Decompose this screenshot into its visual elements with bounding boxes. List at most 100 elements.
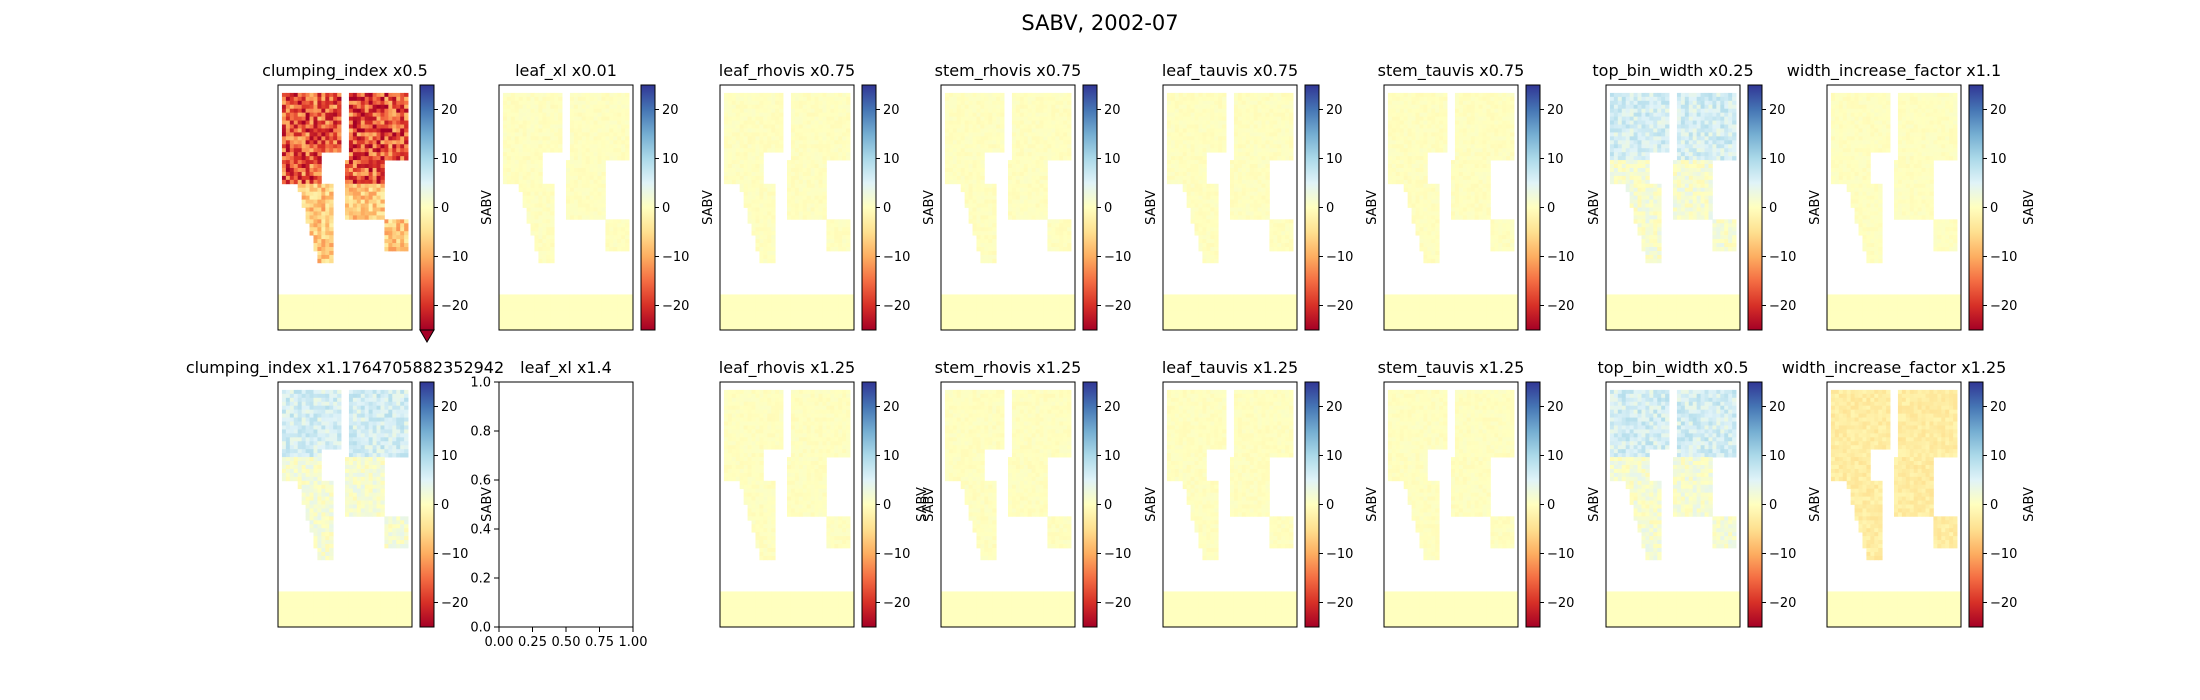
heatmap-cell bbox=[522, 136, 527, 141]
heatmap-cell bbox=[360, 191, 366, 197]
heatmap-cell bbox=[329, 112, 334, 118]
heatmap-cell bbox=[309, 148, 314, 153]
heatmap-cell bbox=[826, 294, 831, 299]
heatmap-cell bbox=[1178, 108, 1184, 114]
heatmap-cell bbox=[609, 108, 614, 114]
heatmap-cell bbox=[352, 191, 358, 197]
heatmap-cell bbox=[502, 171, 508, 177]
heatmap-cell bbox=[518, 116, 524, 121]
heatmap-cell bbox=[364, 179, 370, 185]
heatmap-cell bbox=[352, 120, 358, 125]
heatmap-cell bbox=[1035, 100, 1040, 106]
heatmap-cell bbox=[360, 302, 366, 307]
heatmap-cell bbox=[759, 239, 764, 244]
heatmap-cell bbox=[1265, 104, 1270, 110]
heatmap-cell bbox=[317, 144, 322, 149]
heatmap-cell bbox=[1218, 104, 1223, 110]
heatmap-cell bbox=[842, 326, 847, 331]
heatmap-cell bbox=[372, 183, 377, 189]
heatmap-cell bbox=[550, 310, 555, 315]
heatmap-cell bbox=[1035, 326, 1040, 331]
heatmap-cell bbox=[751, 231, 756, 236]
heatmap-cell bbox=[972, 179, 977, 185]
heatmap-cell bbox=[1055, 298, 1060, 303]
heatmap-cell bbox=[514, 120, 520, 125]
heatmap-cell bbox=[1035, 302, 1040, 307]
heatmap-cell bbox=[1035, 298, 1040, 303]
heatmap-cell bbox=[538, 108, 543, 114]
heatmap-cell bbox=[1285, 108, 1290, 114]
heatmap-cell bbox=[285, 179, 291, 185]
heatmap-cell bbox=[976, 136, 981, 141]
heatmap-cell bbox=[1008, 195, 1013, 200]
heatmap-cell bbox=[964, 152, 969, 157]
heatmap-cell bbox=[747, 298, 752, 303]
heatmap-cell bbox=[534, 310, 539, 315]
heatmap-cell bbox=[396, 104, 401, 110]
heatmap-cell bbox=[822, 310, 827, 315]
heatmap-cell bbox=[1031, 100, 1036, 106]
heatmap-cell bbox=[846, 243, 851, 248]
heatmap-cell bbox=[617, 148, 622, 153]
heatmap-cell bbox=[787, 183, 792, 189]
heatmap-cell bbox=[400, 235, 405, 240]
heatmap-cell bbox=[759, 326, 764, 331]
heatmap-cell bbox=[297, 318, 303, 323]
heatmap-cell bbox=[609, 140, 614, 145]
heatmap-cell bbox=[1059, 294, 1064, 299]
heatmap-cell bbox=[838, 124, 843, 129]
heatmap-cell bbox=[305, 203, 310, 208]
heatmap-cell bbox=[1015, 171, 1021, 177]
heatmap-cell bbox=[558, 294, 563, 299]
colorbar-tick-label: −20 bbox=[662, 299, 689, 314]
heatmap-cell bbox=[747, 310, 752, 315]
heatmap-cell bbox=[976, 116, 981, 121]
heatmap-cell bbox=[356, 318, 362, 323]
heatmap-cell bbox=[514, 302, 520, 307]
heatmap-cell bbox=[388, 120, 393, 125]
heatmap-cell bbox=[585, 136, 591, 141]
heatmap-cell bbox=[396, 219, 401, 224]
heatmap-cell bbox=[566, 199, 571, 204]
heatmap-cell bbox=[538, 160, 543, 165]
heatmap-cell bbox=[400, 322, 405, 327]
heatmap-cell bbox=[830, 235, 835, 240]
heatmap-cell bbox=[1008, 211, 1013, 216]
heatmap-cell bbox=[972, 318, 977, 323]
heatmap-cell bbox=[566, 175, 571, 181]
heatmap-cell bbox=[996, 314, 1001, 319]
heatmap-cell bbox=[1000, 326, 1005, 331]
heatmap-cell bbox=[388, 326, 393, 331]
heatmap-cell bbox=[846, 112, 851, 118]
heatmap-cell bbox=[546, 231, 551, 236]
heatmap-cell bbox=[818, 211, 823, 216]
heatmap-cell bbox=[1011, 140, 1017, 145]
heatmap-cell bbox=[356, 171, 362, 177]
heatmap-cell bbox=[980, 164, 985, 169]
heatmap-cell bbox=[790, 128, 796, 133]
heatmap-cell bbox=[526, 195, 531, 200]
heatmap-cell bbox=[297, 112, 303, 118]
heatmap-cell bbox=[1261, 108, 1266, 114]
heatmap-cell bbox=[526, 160, 531, 165]
heatmap-cell bbox=[569, 128, 575, 133]
heatmap-cell bbox=[333, 294, 338, 299]
heatmap-cell bbox=[526, 207, 531, 212]
heatmap-cell bbox=[585, 191, 591, 197]
heatmap-cell bbox=[566, 171, 571, 177]
heatmap-cell bbox=[376, 167, 381, 173]
heatmap-cell bbox=[605, 310, 610, 315]
heatmap-cell bbox=[1019, 140, 1025, 145]
heatmap-cell bbox=[297, 128, 303, 133]
heatmap-cell bbox=[364, 203, 370, 208]
heatmap-cell bbox=[790, 215, 796, 220]
heatmap-cell bbox=[992, 128, 997, 133]
heatmap-cell bbox=[313, 144, 318, 149]
heatmap-cell bbox=[400, 124, 405, 129]
heatmap-cell bbox=[404, 148, 409, 153]
heatmap-cell bbox=[356, 187, 362, 193]
heatmap-cell bbox=[281, 152, 287, 157]
heatmap-cell bbox=[1031, 318, 1036, 323]
heatmap-cell bbox=[1063, 235, 1068, 240]
heatmap-cell bbox=[321, 326, 326, 331]
